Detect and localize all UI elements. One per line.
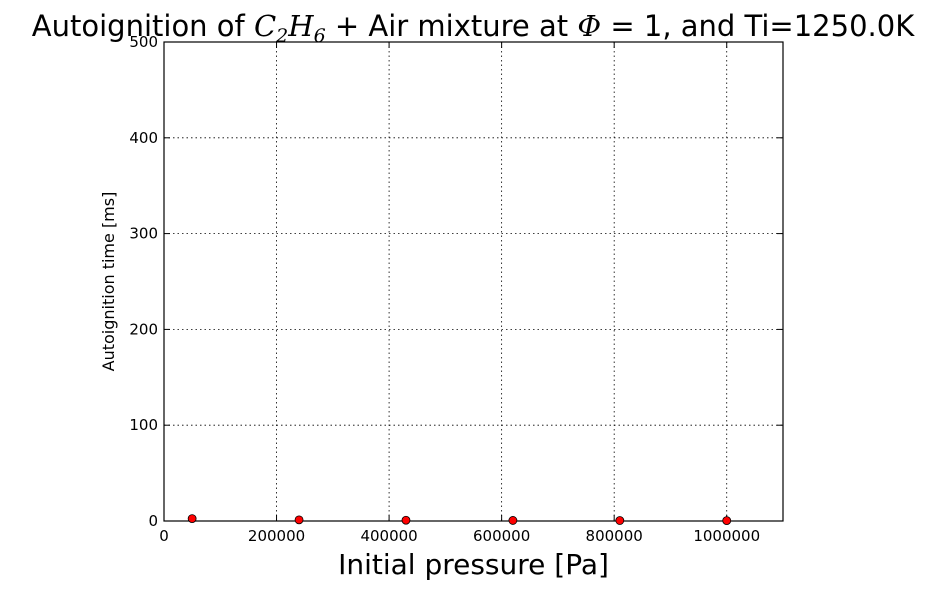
y-tick-label: 100	[129, 416, 158, 434]
chart-title: Autoignition of C2H6 + Air mixture at Φ …	[32, 9, 915, 47]
title-species-h: H	[287, 9, 314, 43]
data-point	[615, 516, 625, 525]
plot-area-frame	[163, 41, 784, 522]
x-tick-label: 0	[159, 527, 169, 545]
y-tick-label: 500	[129, 33, 158, 51]
title-phi-symbol: Φ	[577, 9, 601, 43]
title-suffix: = 1, and Ti=1250.0K	[601, 9, 915, 43]
axis-ticks	[163, 41, 783, 522]
x-tick-label: 400000	[360, 527, 417, 545]
y-tick-label: 0	[148, 512, 158, 530]
x-tick-label: 1000000	[693, 527, 760, 545]
data-point	[722, 516, 732, 526]
data-point	[401, 515, 411, 525]
x-tick-label: 800000	[586, 527, 643, 545]
title-prefix: Autoignition of	[32, 9, 254, 43]
title-mid: + Air mixture at	[326, 9, 578, 43]
data-markers	[187, 514, 732, 526]
title-species-c: C	[254, 9, 276, 43]
title-species-h-sub: 6	[314, 25, 326, 47]
x-tick-label: 200000	[248, 527, 305, 545]
y-tick-label: 200	[129, 320, 158, 338]
y-tick-label: 400	[129, 129, 158, 147]
data-point	[508, 516, 518, 525]
x-axis-label: Initial pressure [Pa]	[338, 548, 609, 581]
y-tick-label: 300	[129, 225, 158, 243]
data-point	[187, 514, 197, 524]
y-axis-label: Autoignition time [ms]	[99, 192, 118, 372]
data-point	[294, 515, 304, 525]
grid-lines	[163, 41, 783, 522]
x-tick-label: 600000	[473, 527, 530, 545]
title-species-c-sub: 2	[275, 25, 288, 47]
tick-labels: 0 200000 400000 600000 800000 1000000 0 100 200 3…	[129, 33, 760, 545]
